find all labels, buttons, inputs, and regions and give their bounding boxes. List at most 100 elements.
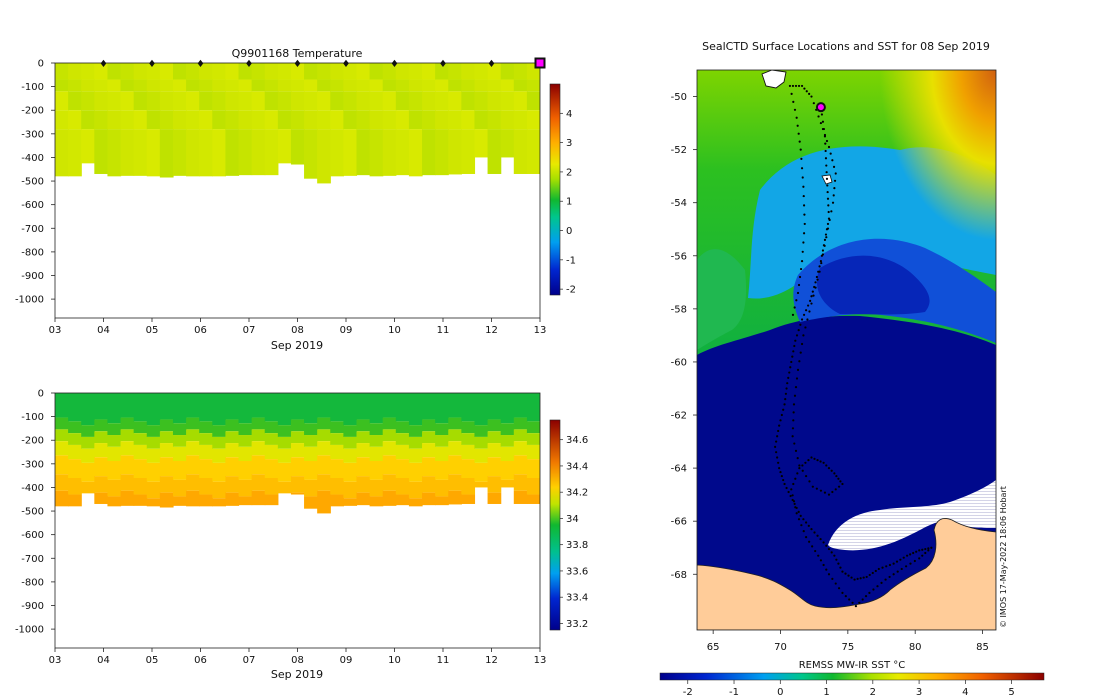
track-point [791,494,794,497]
track-point [790,92,793,95]
track-point [927,547,930,550]
colorbar-tick-label: 33.8 [566,540,588,551]
salinity-cell [461,393,476,422]
temperature-cell [500,79,515,92]
track-point [808,540,811,543]
temperature-cell [461,79,476,92]
temperature-cell [290,91,305,111]
track-point [827,204,830,207]
track-point [791,313,795,316]
track-point [800,157,803,161]
salinity-cell [487,476,502,493]
x-tick-label: 07 [243,325,256,336]
track-point [792,403,796,406]
temperature-cell [81,79,95,92]
track-point [788,371,791,374]
temperature-cell [277,110,292,130]
salinity-cell [225,431,240,444]
track-point [902,556,905,559]
temperature-cell [159,129,174,178]
temperature-cell [81,91,95,111]
track-point [827,145,831,149]
salinity-cell [146,425,161,437]
map-y-tick-label: -64 [671,464,687,475]
temperature-cell [277,91,292,111]
salinity-cell [146,436,161,449]
track-point [797,84,801,88]
track-point [819,460,822,463]
map-x-tick-label: 80 [909,642,922,653]
track-point [844,572,847,575]
track-point [789,366,792,369]
map-y-tick-label: -56 [671,251,687,262]
temperature-cell [120,129,135,176]
track-point [822,461,825,464]
salinity-cell [369,461,384,480]
track-point [802,185,805,188]
track-point [785,387,788,390]
salinity-cell [395,433,410,445]
track-point [822,541,825,544]
salinity-cell [94,419,109,432]
track-point [790,360,793,364]
temperature-cell [264,110,279,130]
salinity-cell [55,490,69,507]
track-point [780,413,783,417]
temperature-cell [238,91,253,111]
salinity-cell [133,459,148,478]
track-point [800,524,803,527]
salinity-cell [68,393,82,422]
track-point [793,306,796,309]
salinity-cell [199,459,213,478]
track-point [895,560,899,563]
salinity-cell [487,393,502,420]
salinity-cell [395,459,410,478]
temperature-cell [225,129,240,176]
x-tick-label: 04 [97,655,110,666]
salinity-cell [120,441,135,456]
track-point [839,566,842,569]
track-point [800,84,804,88]
temperature-colorbar-ticks: 4 3 2 1 0 -1 -2 [560,109,576,296]
x-tick-label: 03 [49,325,62,336]
track-point [810,528,813,531]
salinity-cell [369,446,384,461]
track-point [827,210,830,214]
salinity-cell [369,393,384,424]
track-point [800,342,804,346]
track-point [805,90,808,93]
temperature-cell [159,110,174,130]
profile-marker: ♦ [439,59,448,70]
track-point [807,524,810,527]
temperature-cell [461,91,476,111]
track-point [853,578,856,581]
salinity-cell [474,481,489,488]
track-point [793,502,796,506]
track-point [841,570,844,573]
x-tick-label: 12 [485,325,498,336]
temperature-cell [330,129,344,177]
salinity-cell [107,435,122,447]
track-point [834,172,837,175]
salinity-cell [408,481,423,499]
salinity-cell [526,444,540,460]
track-point [797,132,800,135]
track-point [821,127,825,131]
temperature-cell [408,79,423,92]
salinity-cell [435,435,449,447]
salinity-cell [159,393,174,420]
salinity-cell [513,474,528,491]
track-point [794,506,797,509]
salinity-cell [317,393,331,418]
salinity-cell [356,457,371,477]
salinity-cell [487,492,502,504]
salinity-colorbar [549,419,561,631]
track-point [813,457,816,460]
salinity-cell [172,461,187,480]
track-point [912,551,915,555]
temperature-cell [172,79,187,92]
track-point [792,482,795,486]
temperature-cell [133,63,148,80]
salinity-cell [382,474,397,491]
x-tick-label: 10 [388,655,401,666]
